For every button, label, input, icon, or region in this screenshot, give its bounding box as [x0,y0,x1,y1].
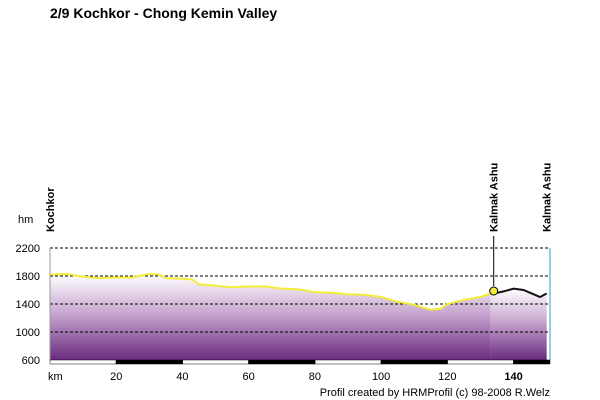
profile-area [50,273,491,360]
y-tick-label: 1000 [16,327,40,339]
x-tick-label: 100 [372,371,390,383]
x-axis-segment [248,360,315,364]
place-label: Kalmak Ashu [542,163,554,232]
x-tick-label: 140 [504,371,522,383]
x-tick-label: 40 [176,371,188,383]
position-marker [489,286,499,296]
place-label: Kochkor [45,187,57,232]
y-tick-label: 600 [22,355,40,367]
y-tick-label: 1400 [16,299,40,311]
y-axis-label: hm [18,214,33,226]
place-label: Kalmak Ashu [489,163,501,232]
x-axis-segment [116,360,183,364]
x-tick-label: 60 [243,371,255,383]
y-tick-label: 2200 [16,243,40,255]
x-tick-label: 120 [438,371,456,383]
x-axis-segment [513,360,550,364]
y-tick-label: 1800 [16,271,40,283]
profile-line [49,272,491,311]
x-axis-segment [381,360,448,364]
chart-title: 2/9 Kochkor - Chong Kemin Valley [50,5,277,21]
x-tick-label: 80 [309,371,321,383]
footer: Profil created by HRMProfil (c) 98-2008 … [320,387,550,399]
profile-line [490,287,548,299]
x-tick-label: 20 [110,371,122,383]
x-axis-label: km [48,371,63,383]
profile-area [490,288,547,360]
